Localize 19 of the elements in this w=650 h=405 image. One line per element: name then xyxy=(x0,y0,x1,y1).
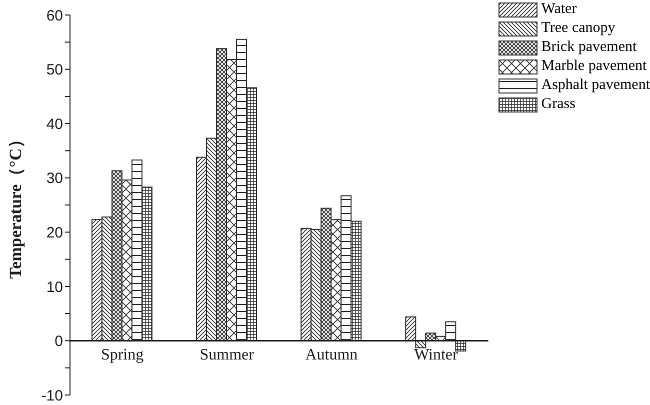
legend-label: Grass xyxy=(541,96,576,113)
y-tick-label: -10 xyxy=(41,387,63,404)
y-tick-label: 10 xyxy=(46,278,63,296)
y-tick-label: 20 xyxy=(46,224,63,242)
y-tick-label: 0 xyxy=(54,333,63,350)
x-tick-label: Autumn xyxy=(305,346,358,364)
y-axis-title: Temperature（°C） xyxy=(6,131,26,279)
y-tick-label: 50 xyxy=(46,62,63,79)
y-tick-label: 30 xyxy=(46,170,63,188)
y-tick-label: 60 xyxy=(46,7,63,24)
y-tick-label: 40 xyxy=(46,116,63,133)
x-tick-label: Summer xyxy=(200,346,255,364)
legend-label: Water xyxy=(541,1,577,18)
legend-label: Brick pavement xyxy=(541,39,637,56)
x-tick-label: Spring xyxy=(100,346,144,364)
legend-label: Asphalt pavement xyxy=(541,77,650,94)
legend-label: Tree canopy xyxy=(541,20,616,37)
legend-label: Marble pavement xyxy=(541,58,647,75)
x-tick-label: Winter xyxy=(414,346,459,364)
